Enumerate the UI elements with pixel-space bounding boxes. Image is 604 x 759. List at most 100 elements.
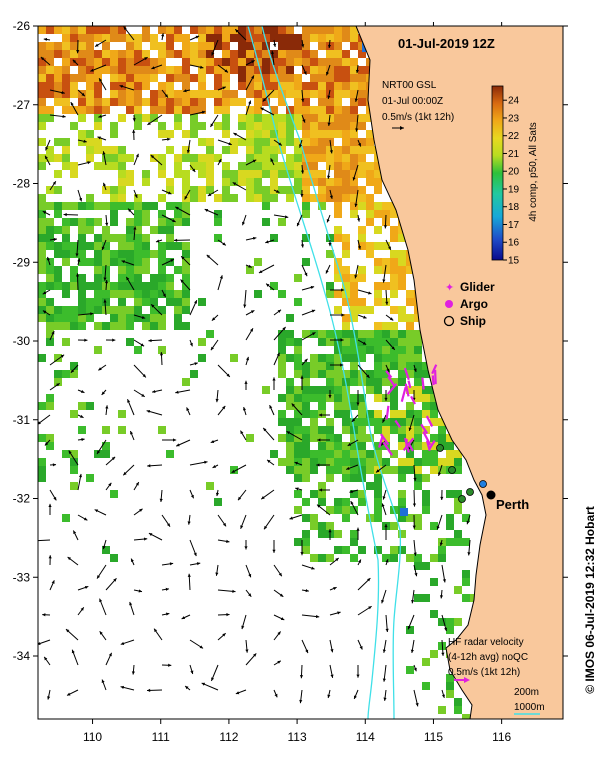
sst-cell [166,226,174,234]
sst-cell [454,618,462,626]
sst-cell [62,90,70,98]
current-vector [49,489,57,501]
sst-cell [94,322,102,330]
colorbar-tick-label: 16 [508,238,520,249]
sst-cell [150,226,158,234]
current-vector [123,26,135,41]
sst-cell [278,138,286,146]
sst-cell [350,186,358,194]
lat-tick-label: -34 [13,649,31,663]
sst-cell [102,450,110,458]
sst-cell [126,338,134,346]
current-vector [150,154,163,166]
credit-text: © IMOS 06-Jul-2019 12:32 Hobart [583,506,597,694]
sst-cell [262,114,270,122]
sst-cell [382,370,390,378]
current-vector [49,354,65,366]
sst-cell [286,386,294,394]
current-vector [355,114,359,132]
current-vector [77,338,88,342]
sst-cell [158,122,166,130]
sst-cell [78,314,86,322]
sst-cell [38,242,46,250]
sst-cell [446,690,454,698]
sst-cell [342,418,350,426]
sst-cell [38,66,46,74]
sst-cell [286,402,294,410]
hf-vector [421,377,425,390]
current-vector [245,356,250,366]
sst-cell [382,426,390,434]
sst-cell [326,434,334,442]
sst-cell [366,370,374,378]
sst-cell [414,362,422,370]
sst-cell [342,26,350,34]
sst-cell [38,298,46,306]
sst-cell [278,82,286,90]
sst-cell [286,442,294,450]
sst-cell [102,242,110,250]
current-vector [385,239,392,251]
sst-cell [358,114,366,122]
sst-cell [190,186,198,194]
sst-cell [174,74,182,82]
sst-cell [326,66,334,74]
current-vector [42,289,51,295]
sst-cell [110,202,118,210]
sst-cell [254,66,262,74]
sst-cell [286,378,294,386]
sst-cell [246,434,254,442]
current-vector [38,639,51,645]
sst-cell [166,146,174,154]
platform-marker [479,480,487,488]
sst-cell [46,434,54,442]
sst-cell [278,458,286,466]
sst-cell [366,210,374,218]
sst-cell [382,282,390,290]
sst-cell [358,138,366,146]
sst-cell [374,378,382,386]
sst-cell [182,378,190,386]
current-vector [151,389,163,394]
current-vector [330,288,345,292]
current-vector [413,564,418,577]
sst-cell [198,58,206,66]
current-vector [411,589,415,604]
sst-cell [134,34,142,42]
sst-cell [86,34,94,42]
sst-cell [430,418,438,426]
sst-cell [350,98,358,106]
sst-cell [334,178,342,186]
sst-cell [414,418,422,426]
sst-cell [70,34,78,42]
sst-cell [302,386,310,394]
sst-cell [246,34,254,42]
sst-cell [190,74,198,82]
sst-cell [422,410,430,418]
sst-cell [62,146,70,154]
sst-cell [390,378,398,386]
sst-cell [382,346,390,354]
sst-cell [430,394,438,402]
sst-cell [126,42,134,50]
sst-cell [142,114,150,122]
sst-cell [166,130,174,138]
current-vector [48,503,52,516]
sst-cell [46,66,54,74]
current-vector-layer [38,26,471,707]
sst-cell [318,98,326,106]
colorbar-tick-label: 17 [508,220,520,231]
sst-cell [150,58,158,66]
sst-cell [334,450,342,458]
sst-cell [406,514,414,522]
sst-cell [366,114,374,122]
sst-cell [390,410,398,418]
latitude-axis: -26-27-28-29-30-31-32-33-34 [13,19,568,663]
sst-cell [326,330,334,338]
sst-cell [86,306,94,314]
lat-tick-label: -27 [13,98,31,112]
sst-cell [326,106,334,114]
sst-cell [246,146,254,154]
sst-cell [198,42,206,50]
sst-cell [278,42,286,50]
